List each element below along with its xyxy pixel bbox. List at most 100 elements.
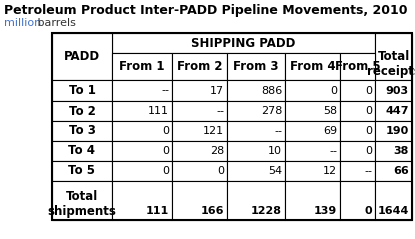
Bar <box>52 33 112 80</box>
Bar <box>285 121 340 141</box>
Text: 0: 0 <box>217 166 224 176</box>
Text: From 5: From 5 <box>334 60 380 73</box>
Text: From 3: From 3 <box>233 60 279 73</box>
Text: 0: 0 <box>365 126 372 136</box>
Bar <box>112 121 172 141</box>
Bar <box>52 80 112 101</box>
Bar <box>112 53 172 80</box>
Text: To 2: To 2 <box>68 104 95 118</box>
Bar <box>172 141 227 161</box>
Bar <box>375 101 412 121</box>
Text: 121: 121 <box>203 126 224 136</box>
Text: 58: 58 <box>323 106 337 116</box>
Text: From 4: From 4 <box>290 60 335 73</box>
Bar <box>375 141 412 161</box>
Text: 166: 166 <box>200 206 224 216</box>
Bar <box>172 80 227 101</box>
Text: To 5: To 5 <box>68 164 95 178</box>
Bar <box>227 80 285 101</box>
Bar <box>375 181 412 220</box>
Text: From 1: From 1 <box>119 60 165 73</box>
Text: 903: 903 <box>386 86 409 96</box>
Text: 0: 0 <box>365 106 372 116</box>
Text: 190: 190 <box>386 126 409 136</box>
Bar <box>227 181 285 220</box>
Text: --: -- <box>274 126 282 136</box>
Bar <box>340 101 375 121</box>
Bar <box>52 33 412 220</box>
Text: 54: 54 <box>268 166 282 176</box>
Text: --: -- <box>364 166 372 176</box>
Text: 10: 10 <box>268 146 282 156</box>
Text: 38: 38 <box>393 146 409 156</box>
Text: 69: 69 <box>323 126 337 136</box>
Text: --: -- <box>329 146 337 156</box>
Text: 111: 111 <box>146 206 169 216</box>
Text: 139: 139 <box>314 206 337 216</box>
Bar <box>227 121 285 141</box>
Bar <box>340 80 375 101</box>
Bar <box>340 181 375 220</box>
Text: 0: 0 <box>364 206 372 216</box>
Bar <box>285 181 340 220</box>
Bar <box>52 121 112 141</box>
Text: million: million <box>4 18 41 28</box>
Text: 12: 12 <box>323 166 337 176</box>
Text: barrels: barrels <box>34 18 76 28</box>
Text: SHIPPING PADD: SHIPPING PADD <box>191 37 295 49</box>
Bar <box>340 161 375 181</box>
Bar <box>112 181 172 220</box>
Text: 1228: 1228 <box>251 206 282 216</box>
Bar <box>112 101 172 121</box>
Text: 0: 0 <box>162 146 169 156</box>
Text: 111: 111 <box>148 106 169 116</box>
Bar <box>52 101 112 121</box>
Bar <box>172 121 227 141</box>
Bar <box>285 141 340 161</box>
Bar <box>172 53 227 80</box>
Bar <box>112 33 375 53</box>
Text: To 4: To 4 <box>68 145 95 158</box>
Bar <box>52 141 112 161</box>
Bar <box>172 161 227 181</box>
Text: --: -- <box>161 86 169 96</box>
Text: 886: 886 <box>261 86 282 96</box>
Bar <box>285 161 340 181</box>
Text: 0: 0 <box>365 86 372 96</box>
Text: PADD: PADD <box>64 50 100 63</box>
Bar <box>285 80 340 101</box>
Text: 1644: 1644 <box>378 206 409 216</box>
Bar <box>227 101 285 121</box>
Bar <box>112 80 172 101</box>
Bar <box>285 53 340 80</box>
Text: 0: 0 <box>330 86 337 96</box>
Text: Petroleum Product Inter-PADD Pipeline Movements, 2010: Petroleum Product Inter-PADD Pipeline Mo… <box>4 4 408 17</box>
Bar <box>112 161 172 181</box>
Text: 0: 0 <box>162 126 169 136</box>
Bar <box>375 80 412 101</box>
Bar <box>340 141 375 161</box>
Bar <box>172 181 227 220</box>
Bar <box>285 101 340 121</box>
Bar <box>227 141 285 161</box>
Bar <box>52 161 112 181</box>
Text: From 2: From 2 <box>177 60 222 73</box>
Bar <box>340 53 375 80</box>
Text: --: -- <box>216 106 224 116</box>
Text: 278: 278 <box>261 106 282 116</box>
Text: 17: 17 <box>210 86 224 96</box>
Text: Total
receipts: Total receipts <box>366 50 415 78</box>
Bar <box>375 33 412 80</box>
Bar <box>340 121 375 141</box>
Text: 447: 447 <box>386 106 409 116</box>
Text: 66: 66 <box>393 166 409 176</box>
Bar <box>52 181 112 220</box>
Text: 28: 28 <box>210 146 224 156</box>
Bar <box>227 161 285 181</box>
Bar <box>112 141 172 161</box>
Text: To 3: To 3 <box>68 125 95 137</box>
Text: To 1: To 1 <box>68 84 95 97</box>
Bar <box>172 101 227 121</box>
Bar <box>375 161 412 181</box>
Text: Total
shipments: Total shipments <box>48 190 117 218</box>
